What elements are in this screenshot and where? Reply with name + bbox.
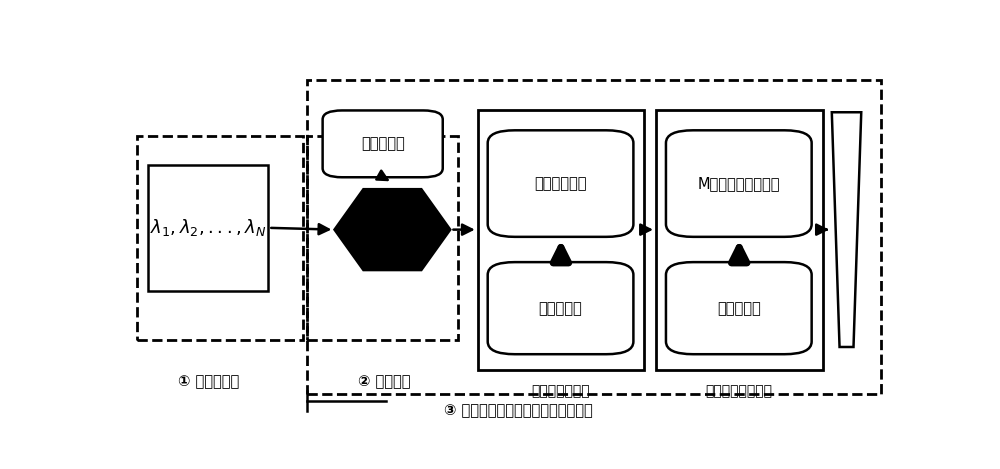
Text: 可编程色散矩阵: 可编程色散矩阵 bbox=[532, 384, 590, 398]
Text: $\lambda_1, \lambda_2, ..., \lambda_N$: $\lambda_1, \lambda_2, ..., \lambda_N$ bbox=[150, 217, 266, 238]
Text: 波
长
解
复
用: 波 长 解 复 用 bbox=[842, 187, 851, 272]
Polygon shape bbox=[832, 112, 861, 347]
FancyBboxPatch shape bbox=[666, 130, 812, 237]
Text: M路非色散器件阵列: M路非色散器件阵列 bbox=[698, 176, 780, 191]
Bar bbox=[656, 111, 822, 371]
FancyBboxPatch shape bbox=[666, 262, 812, 354]
Text: ① 多波长光源: ① 多波长光源 bbox=[178, 374, 239, 389]
Polygon shape bbox=[334, 189, 450, 270]
Bar bbox=[478, 111, 644, 371]
Text: 射频信号源: 射频信号源 bbox=[361, 136, 405, 151]
FancyBboxPatch shape bbox=[488, 130, 633, 237]
Text: 可编程非色散阵列: 可编程非色散阵列 bbox=[706, 384, 773, 398]
FancyBboxPatch shape bbox=[323, 111, 443, 177]
Text: ③ 色散与非色散器件级联真延时单元: ③ 色散与非色散器件级联真延时单元 bbox=[444, 403, 592, 418]
Text: 色散控制器: 色散控制器 bbox=[539, 301, 582, 316]
Bar bbox=[148, 165, 268, 291]
Text: ② 电光调制: ② 电光调制 bbox=[358, 374, 411, 389]
FancyBboxPatch shape bbox=[488, 262, 633, 354]
Text: 色散器件矩阵: 色散器件矩阵 bbox=[534, 176, 587, 191]
Text: 延时控制器: 延时控制器 bbox=[717, 301, 761, 316]
Text: EOM: EOM bbox=[364, 219, 420, 240]
